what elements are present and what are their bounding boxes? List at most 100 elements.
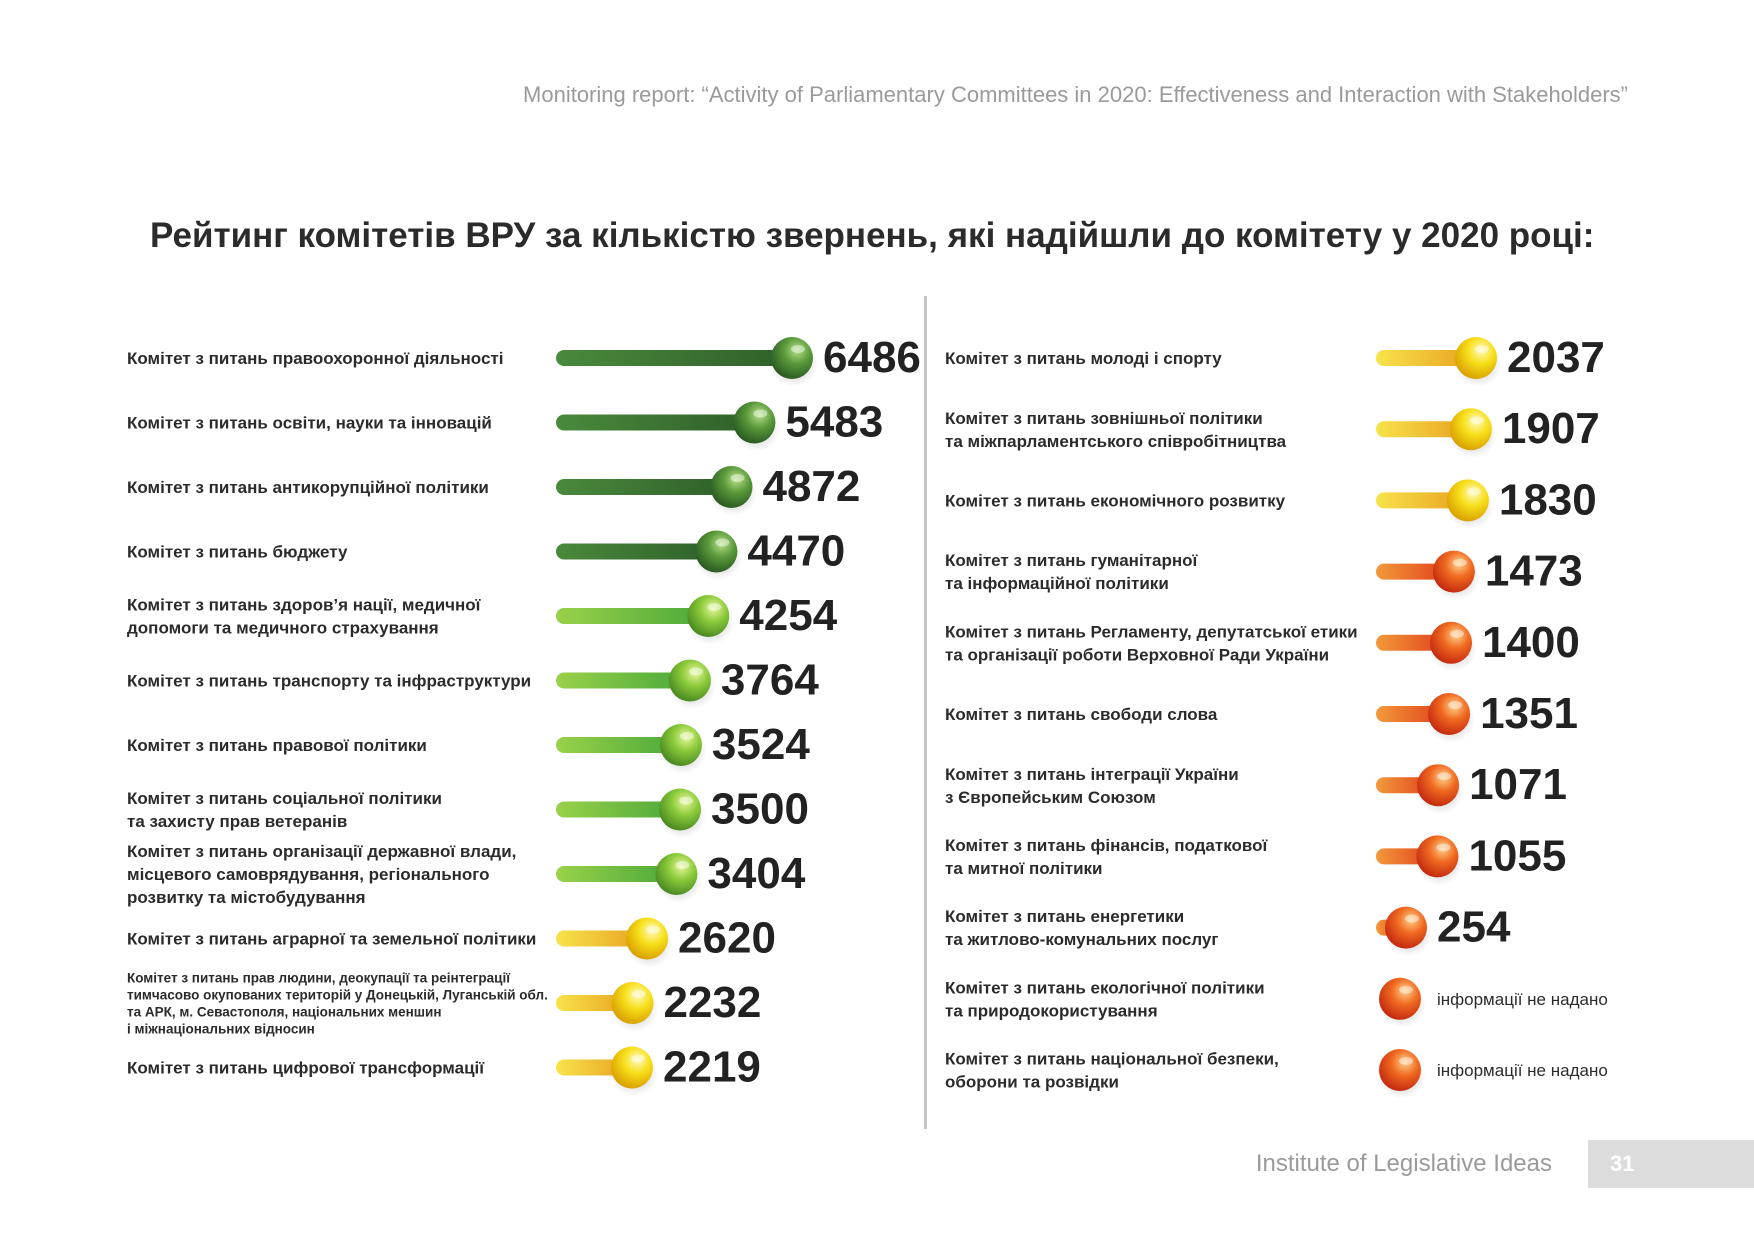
left-label-6: Комітет з питань правової політики bbox=[127, 736, 427, 755]
left-value-8: 3404 bbox=[707, 849, 805, 898]
left-bar-4 bbox=[556, 608, 709, 624]
left-ball-highlight-7 bbox=[679, 796, 694, 805]
left-ball-10 bbox=[611, 982, 654, 1024]
left-ball-highlight-8 bbox=[675, 861, 690, 869]
left-label-7: Комітет з питань соціальної політики та з… bbox=[127, 789, 442, 831]
left-value-3: 4470 bbox=[747, 527, 845, 576]
left-label-9: Комітет з питань аграрної та земельної п… bbox=[127, 930, 536, 949]
left-label-10: Комітет з питань прав людини, деокупації… bbox=[127, 970, 548, 1036]
right-ball-highlight-0 bbox=[1475, 345, 1489, 353]
right-value-0: 2037 bbox=[1507, 333, 1605, 382]
left-label-1: Комітет з питань освіти, науки та іннова… bbox=[127, 414, 492, 433]
right-value-1: 1907 bbox=[1502, 404, 1600, 453]
left-ball-3 bbox=[695, 530, 738, 573]
right-ball-7 bbox=[1416, 835, 1459, 878]
left-ball-highlight-4 bbox=[707, 603, 722, 611]
right-bar-2 bbox=[1376, 492, 1468, 509]
left-label-4: Комітет з питань здоров’я нації, медично… bbox=[127, 596, 482, 638]
right-ball-highlight-6 bbox=[1437, 772, 1452, 781]
report-header: Monitoring report: “Activity of Parliame… bbox=[523, 82, 1628, 107]
right-label-4: Комітет з питань Регламенту, депутатсько… bbox=[945, 622, 1358, 664]
left-value-0: 6486 bbox=[823, 333, 921, 382]
page-title: Рейтинг комітетів ВРУ за кількістю зверн… bbox=[150, 216, 1595, 255]
footer-org: Institute of Legislative Ideas bbox=[1255, 1150, 1552, 1177]
left-value-10: 2232 bbox=[663, 978, 761, 1027]
right-label-2: Комітет з питань економічного розвитку bbox=[945, 492, 1286, 511]
right-ball-0 bbox=[1455, 337, 1497, 379]
right-ball-3 bbox=[1432, 550, 1475, 593]
left-ball-11 bbox=[611, 1046, 653, 1089]
right-ball-10 bbox=[1379, 1049, 1421, 1091]
right-value-6: 1071 bbox=[1469, 760, 1567, 809]
left-label-8: Комітет з питань організації державної в… bbox=[127, 842, 516, 907]
right-ball-highlight-9 bbox=[1399, 985, 1413, 994]
left-ball-8 bbox=[655, 853, 698, 895]
right-label-5: Комітет з питань свободи слова bbox=[945, 705, 1218, 724]
right-ball-highlight-3 bbox=[1452, 558, 1467, 567]
right-ball-highlight-8 bbox=[1405, 914, 1419, 923]
left-value-9: 2620 bbox=[678, 914, 776, 963]
left-ball-highlight-1 bbox=[753, 409, 768, 418]
right-label-8: Комітет з питань енергетики та житлово-ко… bbox=[945, 907, 1218, 949]
left-ball-highlight-9 bbox=[646, 925, 661, 934]
right-value-7: 1055 bbox=[1468, 831, 1566, 880]
right-ball-highlight-7 bbox=[1436, 843, 1451, 852]
left-bar-9 bbox=[556, 930, 648, 947]
left-ball-9 bbox=[626, 917, 669, 960]
left-bar-0 bbox=[556, 350, 792, 366]
left-ball-6 bbox=[659, 724, 702, 766]
left-value-2: 4872 bbox=[762, 462, 860, 511]
left-bar-5 bbox=[556, 672, 690, 689]
left-ball-7 bbox=[659, 788, 702, 831]
left-label-11: Комітет з питань цифрової трансформації bbox=[127, 1059, 485, 1078]
left-ball-highlight-11 bbox=[631, 1054, 645, 1063]
left-ball-0 bbox=[771, 337, 813, 379]
right-ball-5 bbox=[1428, 693, 1471, 735]
left-bar-7 bbox=[556, 801, 681, 818]
left-ball-highlight-0 bbox=[791, 345, 805, 353]
right-ball-6 bbox=[1417, 764, 1460, 807]
right-label-7: Комітет з питань фінансів, податкової та … bbox=[945, 836, 1268, 878]
right-value-2: 1830 bbox=[1499, 475, 1597, 524]
right-ball-1 bbox=[1449, 408, 1492, 451]
right-ball-highlight-5 bbox=[1448, 701, 1463, 709]
left-bar-2 bbox=[556, 479, 732, 495]
left-bar-6 bbox=[556, 737, 681, 753]
left-value-7: 3500 bbox=[711, 785, 809, 834]
right-label-10: Комітет з питань національної безпеки, об… bbox=[945, 1050, 1279, 1092]
left-value-5: 3764 bbox=[721, 656, 819, 705]
left-bar-1 bbox=[556, 414, 755, 431]
column-divider bbox=[924, 296, 927, 1129]
right-no-data-10: інформації не надано bbox=[1437, 1061, 1608, 1080]
left-label-0: Комітет з питань правоохоронної діяльнос… bbox=[127, 349, 503, 368]
right-ball-8 bbox=[1385, 906, 1427, 949]
right-ball-highlight-10 bbox=[1399, 1057, 1413, 1065]
left-value-11: 2219 bbox=[663, 1043, 761, 1092]
left-ball-highlight-3 bbox=[715, 538, 730, 547]
right-bar-1 bbox=[1376, 421, 1471, 438]
left-ball-5 bbox=[668, 659, 711, 702]
left-ball-4 bbox=[687, 595, 730, 637]
right-value-4: 1400 bbox=[1482, 618, 1580, 667]
right-value-3: 1473 bbox=[1485, 547, 1583, 596]
right-label-9: Комітет з питань екологічної політики та … bbox=[945, 978, 1265, 1020]
left-value-6: 3524 bbox=[712, 720, 810, 769]
page-number-box bbox=[1588, 1140, 1754, 1188]
left-ball-highlight-10 bbox=[631, 990, 646, 998]
left-label-5: Комітет з питань транспорту та інфрастру… bbox=[127, 672, 531, 691]
right-label-0: Комітет з питань молоді і спорту bbox=[945, 349, 1222, 368]
right-label-6: Комітет з питань інтеграції України з Євр… bbox=[945, 765, 1239, 807]
right-label-1: Комітет з питань зовнішньої політики та м… bbox=[945, 409, 1287, 451]
right-ball-highlight-1 bbox=[1469, 416, 1484, 425]
left-ball-highlight-2 bbox=[730, 474, 745, 482]
right-ball-highlight-4 bbox=[1449, 629, 1464, 638]
left-ball-1 bbox=[733, 401, 776, 444]
right-no-data-9: інформації не надано bbox=[1437, 990, 1608, 1009]
page-number: 31 bbox=[1610, 1151, 1635, 1176]
right-ball-9 bbox=[1379, 977, 1421, 1020]
right-label-3: Комітет з питань гуманітарної та інформац… bbox=[945, 551, 1198, 593]
right-bar-0 bbox=[1376, 350, 1476, 366]
right-ball-4 bbox=[1429, 621, 1472, 664]
left-value-4: 4254 bbox=[739, 591, 837, 640]
